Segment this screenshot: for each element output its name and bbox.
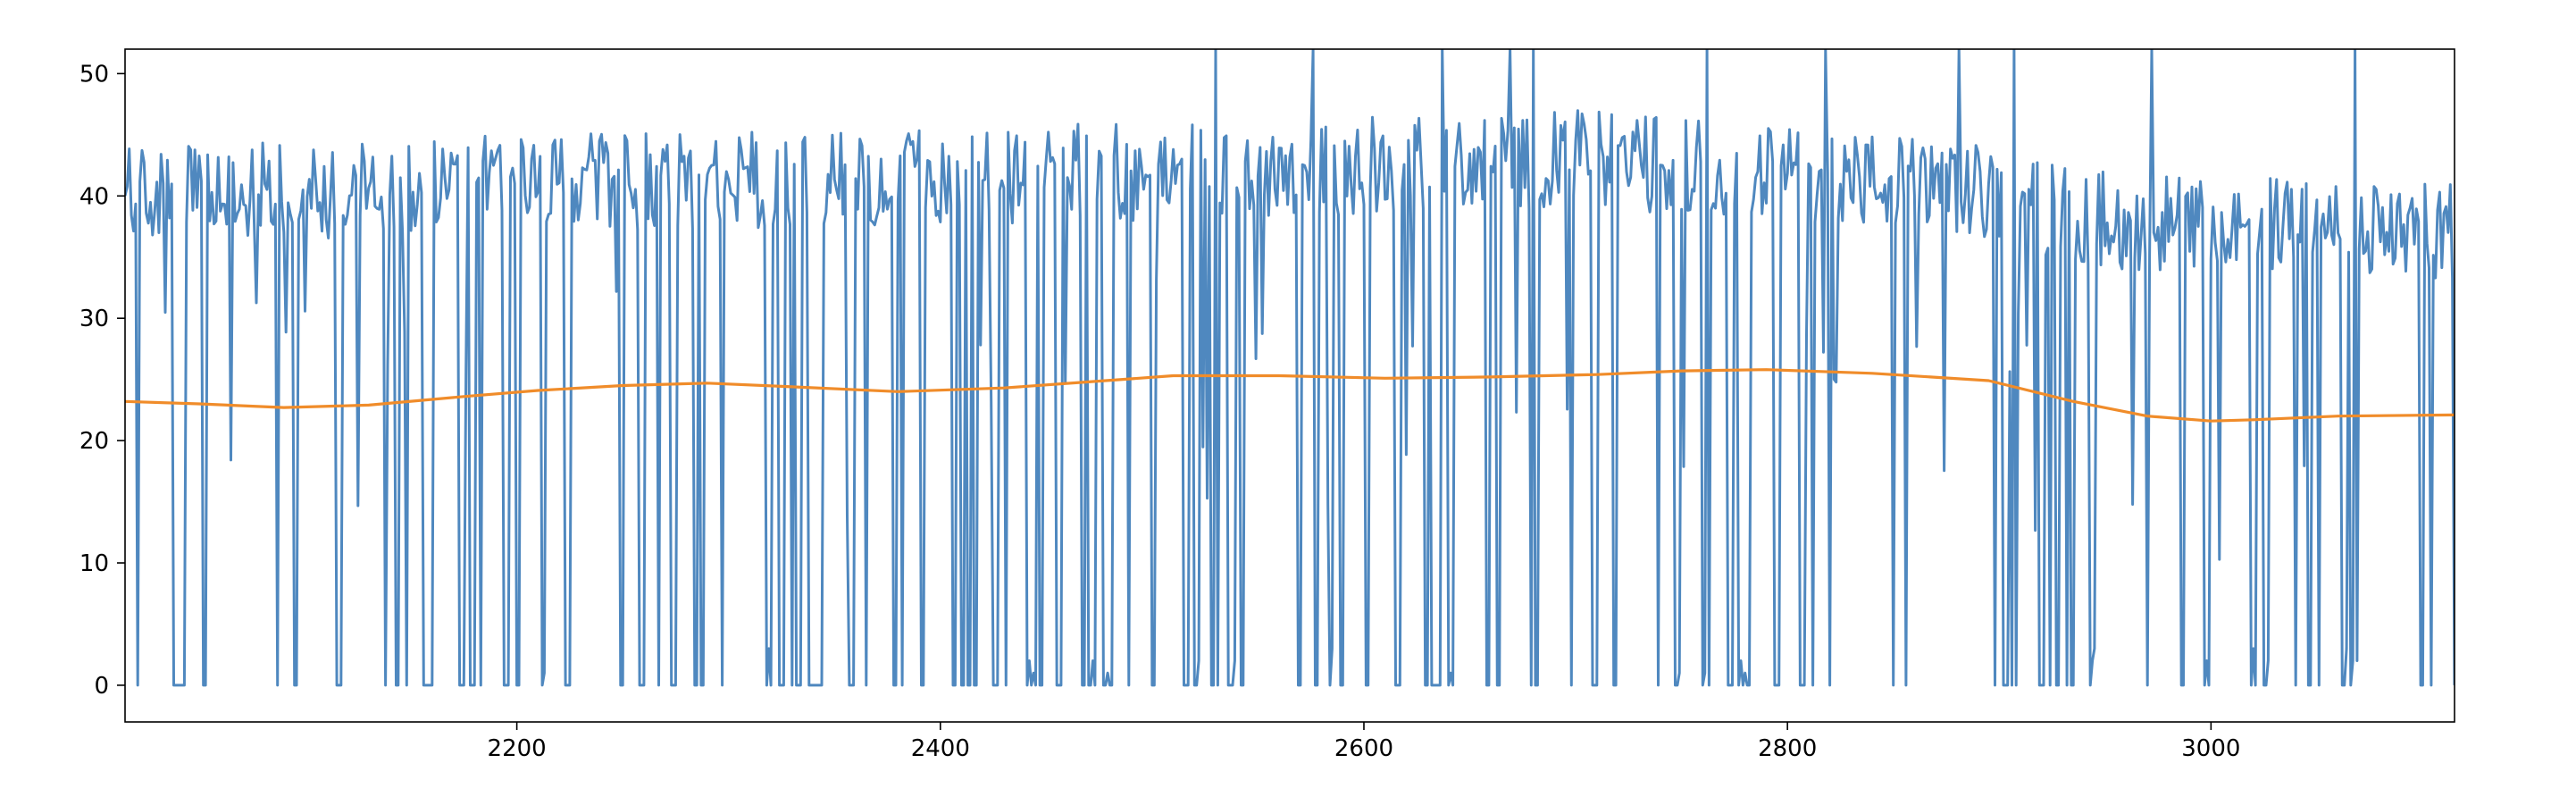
- y-tick-label-0: 0: [94, 673, 109, 700]
- x-tick-label-2200: 2200: [488, 735, 547, 762]
- series-raw-line: [125, 49, 2455, 687]
- x-tick-label-2800: 2800: [1758, 735, 1817, 762]
- y-tick-label-30: 30: [79, 306, 109, 332]
- x-tick-label-2600: 2600: [1334, 735, 1393, 762]
- y-tick-label-50: 50: [79, 61, 109, 88]
- y-tick-label-40: 40: [79, 183, 109, 210]
- axes: 2200 2400 2600 2800 3000 0 10 20 30 40 50: [79, 48, 2455, 762]
- x-tick-label-2400: 2400: [911, 735, 970, 762]
- series-smoothed-line: [125, 368, 2455, 423]
- y-tick-label-10: 10: [79, 550, 109, 577]
- plot-area: [125, 49, 2455, 687]
- plot-frame: [124, 48, 2455, 723]
- y-tick-label-20: 20: [79, 428, 109, 455]
- x-tick-label-3000: 3000: [2181, 735, 2240, 762]
